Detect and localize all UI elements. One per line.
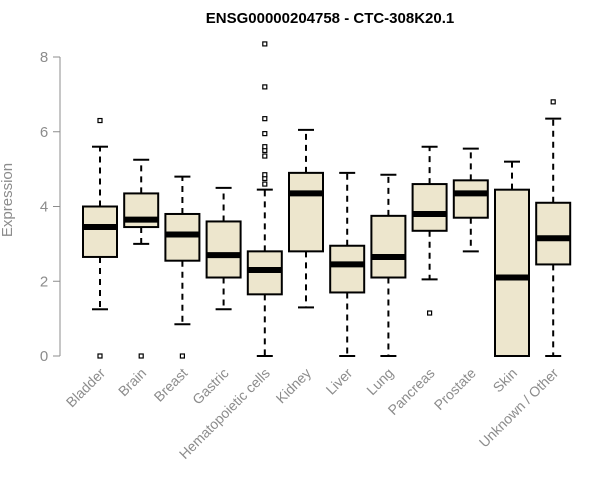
box-iqr bbox=[370, 214, 407, 279]
box-kidney bbox=[288, 128, 324, 309]
box-liver bbox=[329, 171, 366, 357]
x-tick-label: Liver bbox=[323, 365, 356, 398]
box-iqr bbox=[494, 188, 530, 357]
outlier-point bbox=[97, 117, 103, 124]
x-tick-label: Brain bbox=[115, 365, 149, 399]
box-breast bbox=[164, 175, 201, 359]
box-brain bbox=[123, 158, 160, 359]
box-iqr bbox=[452, 179, 489, 219]
box-skin bbox=[494, 160, 530, 357]
box-lung bbox=[370, 173, 407, 357]
outlier-point bbox=[262, 153, 268, 159]
outlier-point bbox=[427, 310, 433, 316]
outlier-point bbox=[550, 99, 556, 105]
y-axis-label: Expression bbox=[0, 163, 16, 237]
y-tick-label: 6 bbox=[40, 124, 48, 141]
box-iqr bbox=[205, 220, 242, 279]
outlier-point bbox=[179, 353, 185, 359]
y-axis: 0 2 4 6 8 bbox=[40, 49, 61, 365]
x-tick-label: Lung bbox=[363, 365, 396, 398]
box-bladder bbox=[82, 117, 118, 359]
y-tick-label: 8 bbox=[40, 49, 48, 66]
y-tick-label: 4 bbox=[40, 199, 48, 216]
x-tick-label: Breast bbox=[151, 365, 191, 405]
outlier-point bbox=[262, 84, 268, 90]
plot-area bbox=[82, 41, 572, 359]
outlier-point bbox=[262, 172, 268, 178]
x-tick-label: Kidney bbox=[273, 365, 315, 407]
chart-title: ENSG00000204758 - CTC-308K20.1 bbox=[206, 10, 454, 27]
box-hematopoietic-cells bbox=[246, 41, 283, 357]
outlier-point bbox=[138, 353, 144, 359]
outlier-point bbox=[262, 181, 268, 187]
y-tick-label: 0 bbox=[40, 348, 48, 365]
box-iqr bbox=[82, 205, 118, 258]
box-unknown-other bbox=[535, 99, 572, 357]
x-tick-label: Prostate bbox=[431, 365, 479, 413]
y-tick-label: 2 bbox=[40, 273, 48, 290]
outlier-point bbox=[262, 116, 268, 122]
box-iqr bbox=[411, 183, 448, 232]
outlier-point bbox=[97, 353, 103, 359]
box-iqr bbox=[535, 201, 572, 266]
outlier-point bbox=[262, 41, 268, 47]
outlier-point bbox=[262, 144, 268, 150]
box-iqr bbox=[329, 244, 366, 294]
x-tick-label: Bladder bbox=[63, 365, 109, 411]
x-tick-label: Skin bbox=[490, 365, 521, 396]
box-iqr bbox=[288, 171, 324, 253]
box-pancreas bbox=[411, 145, 448, 316]
box-gastric bbox=[205, 186, 242, 311]
box-prostate bbox=[452, 147, 489, 253]
outlier-point bbox=[262, 131, 268, 137]
